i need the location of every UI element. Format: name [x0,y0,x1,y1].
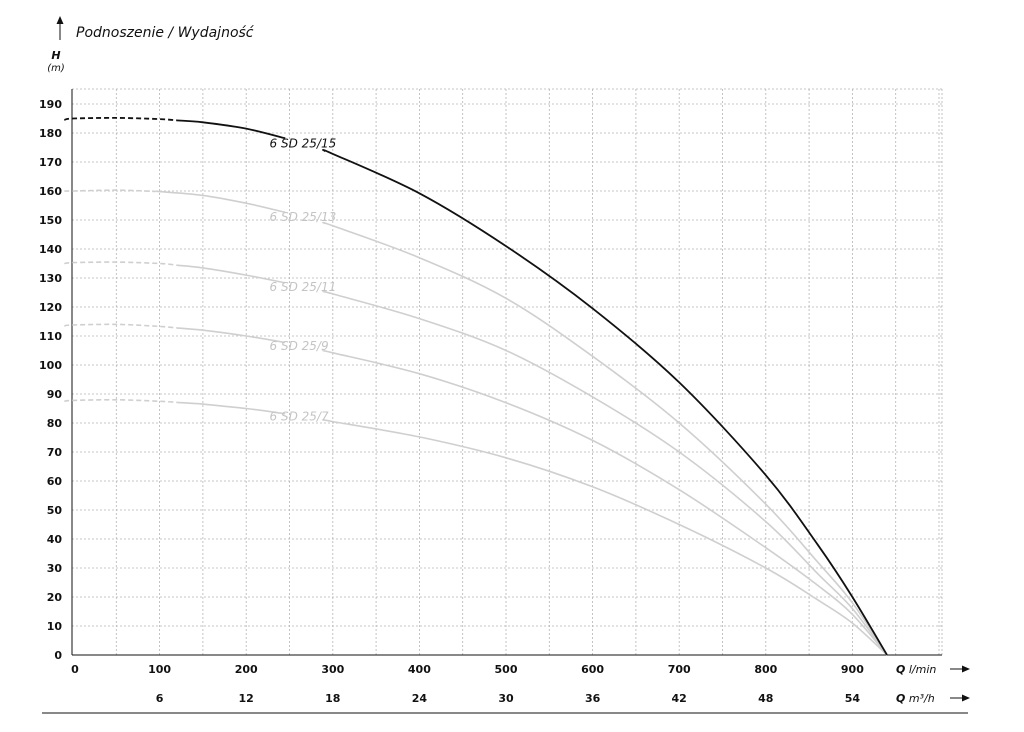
series-label-6-sd-25-13: 6 SD 25/13 [270,210,337,224]
x-tick-label-primary: 800 [754,663,777,676]
series-label-6-sd-25-15: 6 SD 25/15 [270,137,337,151]
x-tick-label-primary: 100 [148,663,171,676]
x-tick-label-secondary: 24 [412,692,428,705]
x-tick-label-primary: 0 [71,663,79,676]
x-tick-label-secondary: 18 [325,692,340,705]
series-line-tail-6-sd-25-9 [322,349,888,656]
x-tick-label-primary: 300 [321,663,344,676]
series-label-6-sd-25-9: 6 SD 25/9 [270,339,329,353]
series-line-tail-6-sd-25-11 [322,290,888,656]
label-layer: 0102030405060708090100110120130140150160… [39,98,864,705]
axis-frame [71,89,942,656]
y-tick-label: 120 [39,301,62,314]
y-tick-label: 10 [47,620,63,633]
series-line-tail-6-sd-25-13 [322,221,888,656]
y-axis-unit: (m) [47,63,65,74]
series-line-dashed-6-sd-25-13 [64,189,156,193]
y-tick-label: 80 [47,417,63,430]
series-line-dashed-6-sd-25-9 [64,323,177,329]
y-tick-label: 140 [39,243,62,256]
y-tick-label: 0 [54,649,62,662]
x-tick-label-secondary: 36 [585,692,601,705]
y-tick-label: 180 [39,127,62,140]
y-tick-label: 90 [47,388,63,401]
series-layer [64,116,888,656]
x-axis-primary-label: Q l/min [896,663,936,676]
chart-title: Podnoszenie / Wydajność [76,25,255,41]
svg-text:Q m³/h: Q m³/h [896,692,935,705]
x-axis-secondary-label: Q m³/h [896,692,935,705]
series-line-dashed-6-sd-25-15 [64,116,177,122]
x-tick-label-secondary: 42 [672,692,687,705]
x-tick-label-secondary: 54 [845,692,861,705]
y-tick-label: 30 [47,562,63,575]
y-tick-label: 20 [47,591,63,604]
series-line-dashed-6-sd-25-11 [64,261,177,266]
y-tick-label: 160 [39,185,62,198]
series-line-6-sd-25-13 [153,190,286,214]
y-tick-label: 150 [39,214,62,227]
series-label-6-sd-25-7: 6 SD 25/7 [270,409,329,423]
x-tick-label-primary: 500 [495,663,518,676]
series-label-6-sd-25-11: 6 SD 25/11 [270,280,337,294]
series-line-6-sd-25-11 [176,264,286,284]
y-tick-label: 110 [39,330,62,343]
y-tick-label: 60 [47,475,63,488]
series-line-dashed-6-sd-25-7 [64,398,177,404]
svg-text:Q l/min: Q l/min [896,663,936,676]
x-tick-label-secondary: 6 [156,692,164,705]
x-axis-secondary-unit: m³/h [909,692,935,705]
y-tick-label: 170 [39,156,62,169]
x-tick-label-secondary: 30 [498,692,514,705]
x-axis-primary-q: Q [896,663,905,676]
y-tick-label: 190 [39,98,62,111]
y-tick-label: 50 [47,504,63,517]
series-line-6-sd-25-9 [176,327,286,344]
x-tick-label-secondary: 48 [758,692,773,705]
series-line-tail-6-sd-25-7 [322,419,888,656]
grid-layer [72,88,943,655]
x-axis-primary-unit: l/min [909,663,937,676]
x-axis-secondary-q: Q [896,692,905,705]
y-tick-label: 100 [39,359,62,372]
y-tick-label: 70 [47,446,63,459]
x-axis-secondary-arrow [950,694,970,702]
y-tick-label: 40 [47,533,63,546]
x-axis-primary-arrow [950,665,970,673]
series-line-6-sd-25-15 [176,119,286,140]
x-tick-label-secondary: 12 [239,692,254,705]
y-axis-arrow [56,16,64,40]
series-line-tail-6-sd-25-15 [322,149,888,656]
y-tick-label: 130 [39,272,62,285]
x-tick-label-primary: 400 [408,663,431,676]
series-line-6-sd-25-7 [176,401,286,415]
x-tick-label-primary: 700 [668,663,691,676]
x-tick-label-primary: 900 [841,663,864,676]
x-tick-label-primary: 600 [581,663,604,676]
y-axis-label: H [51,49,60,62]
x-tick-label-primary: 200 [235,663,258,676]
